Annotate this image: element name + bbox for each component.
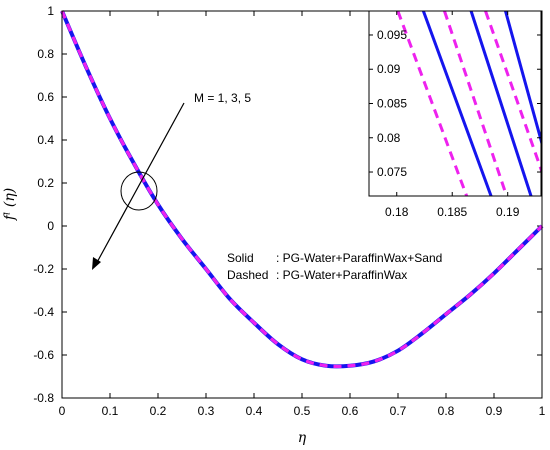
x-tick-label: 0.8 (438, 404, 455, 418)
annotation-arrowhead (92, 257, 101, 270)
inset-series-line-dashed (443, 11, 509, 196)
inset-y-tick-label: 0.095 (377, 28, 407, 42)
inset-axis-ticks: 0.18 0.185 0.19 0.095 0.09 0.085 0.08 0.075 (369, 11, 541, 219)
x-tick-label: 0.3 (198, 404, 215, 418)
main-plot-frame (61, 10, 543, 399)
legend: Solid : PG-Water+ParaffinWax+Sand Dashed… (227, 251, 442, 282)
x-tick-label: 0.5 (294, 404, 311, 418)
inset-series-line-solid (469, 11, 533, 196)
y-tick-label: -0.6 (33, 348, 54, 362)
y-tick-label: -0.4 (33, 305, 54, 319)
inset-chart: 0.18 0.185 0.19 0.095 0.09 0.085 0.08 0.075 (368, 10, 542, 219)
y-axis-title: fˡ (η) (2, 188, 18, 221)
inset-series-line-dashed (396, 11, 469, 196)
inset-series-group (396, 11, 541, 196)
x-tick-label: 0.6 (342, 404, 359, 418)
inset-y-tick-label: 0.075 (377, 165, 407, 179)
inset-y-tick-label: 0.08 (377, 131, 401, 145)
inset-x-tick-label: 0.19 (496, 205, 520, 219)
x-tick-label: 0.1 (102, 404, 119, 418)
legend-solid-text: : PG-Water+ParaffinWax+Sand (276, 251, 442, 265)
inset-y-tick-label: 0.09 (377, 62, 401, 76)
legend-dashed-label: Dashed (227, 268, 268, 282)
y-tick-label: -0.2 (33, 262, 54, 276)
x-tick-label: 0 (59, 404, 66, 418)
inset-y-tick-label: 0.085 (377, 97, 407, 111)
y-tick-label: -0.8 (33, 391, 54, 405)
y-tick-label: 0 (47, 219, 54, 233)
annotation-arrow-line (94, 102, 185, 267)
y-tick-label: 0.4 (37, 133, 54, 147)
y-tick-label: 0.8 (37, 47, 54, 61)
x-tick-label: 0.7 (390, 404, 407, 418)
x-tick-label: 0.9 (486, 404, 503, 418)
x-tick-label: 1 (539, 404, 546, 418)
y-tick-label: 0.6 (37, 90, 54, 104)
series-line-dashed (60, 10, 544, 369)
x-axis-title: η (298, 430, 307, 446)
inset-series-line-solid (504, 11, 541, 146)
main-series-group (60, 10, 544, 369)
x-tick-label: 0.4 (246, 404, 263, 418)
annotation-label: M = 1, 3, 5 (194, 91, 251, 105)
legend-solid-label: Solid (227, 251, 254, 265)
x-tick-label: 0.2 (150, 404, 167, 418)
annotation-group: M = 1, 3, 5 (92, 91, 251, 270)
inset-x-tick-label: 0.185 (437, 205, 467, 219)
inset-series-line-solid (421, 11, 493, 196)
inset-x-tick-label: 0.18 (385, 205, 409, 219)
y-tick-label: 1 (47, 4, 54, 18)
legend-dashed-text: : PG-Water+ParaffinWax (276, 268, 407, 282)
y-tick-label: 0.2 (37, 176, 54, 190)
annotation-circle (120, 171, 158, 211)
main-axis-ticks: 0 0.1 0.2 0.3 0.4 0.5 0.6 0.7 0.8 0.9 1 1 0.8 0.6 0.4 0… (33, 4, 545, 418)
